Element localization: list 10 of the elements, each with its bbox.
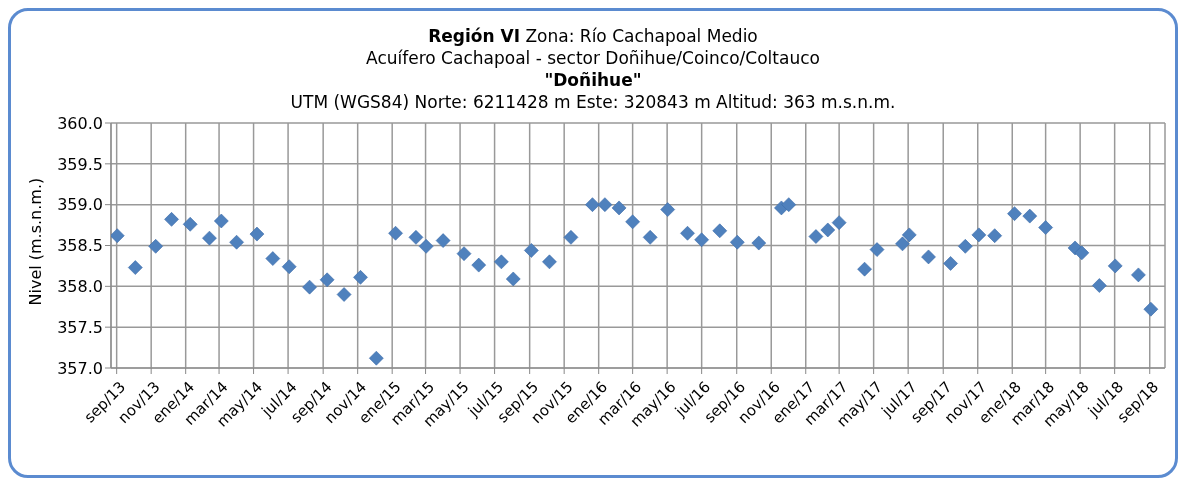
y-axis-title: Nivel (m.s.n.m.) — [25, 177, 45, 306]
y-tick-label: 358.5 — [57, 236, 103, 256]
y-tick-label: 359.5 — [57, 154, 103, 174]
y-tick-label: 357.0 — [57, 358, 103, 378]
y-tick-label: 360.0 — [57, 113, 103, 133]
y-tick-label: 359.0 — [57, 195, 103, 215]
chart-subtitle: UTM (WGS84) Norte: 6211428 m Este: 320843 m Altitud: 363 m.s.n.m. — [289, 91, 897, 113]
chart-title: Región VI Zona: Río Cachapoal Medio Acuífero Cachapoal - sector Doñihue/Coinco/Coltauco "Doñihue" — [365, 25, 821, 90]
y-tick-label: 357.5 — [57, 317, 103, 337]
y-tick-label: 358.0 — [57, 277, 103, 297]
